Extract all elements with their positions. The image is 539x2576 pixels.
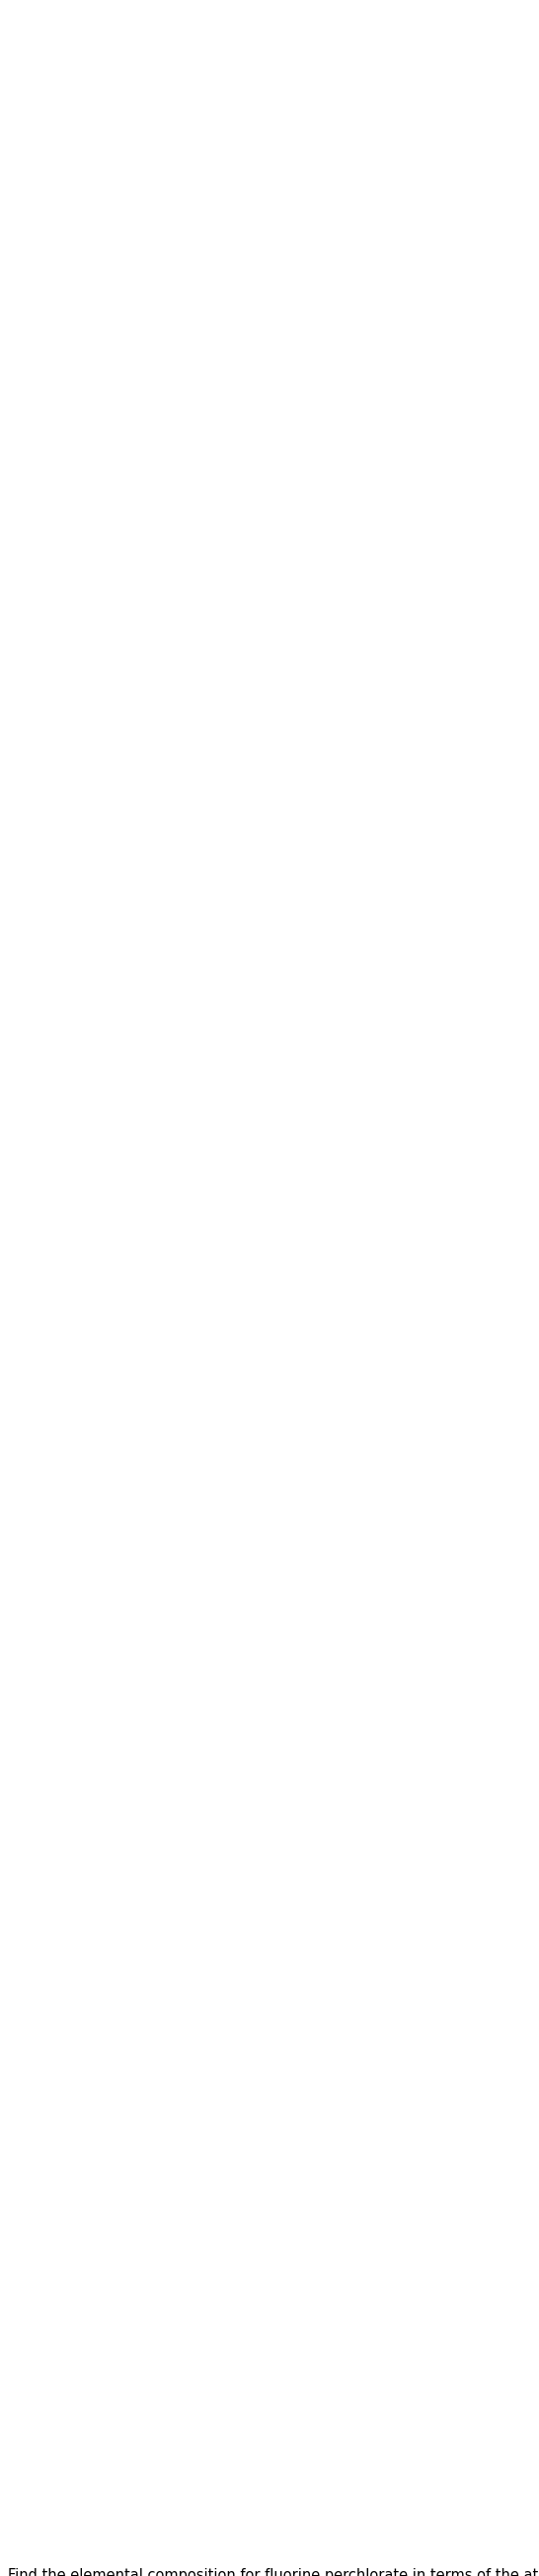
Text: Find the elemental composition for fluorine perchlorate in terms of the atom and: Find the elemental composition for fluor… [8, 2568, 539, 2576]
